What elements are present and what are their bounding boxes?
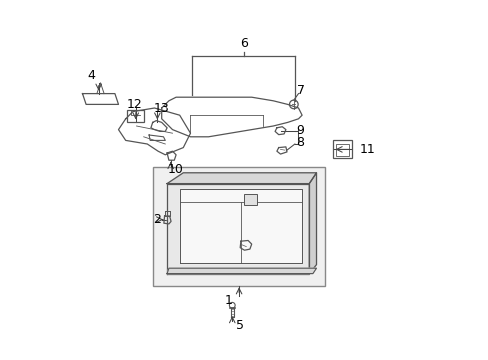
Text: 7: 7 bbox=[297, 84, 305, 96]
Polygon shape bbox=[309, 173, 316, 274]
Text: 10: 10 bbox=[167, 163, 183, 176]
Polygon shape bbox=[167, 268, 316, 274]
Bar bbox=[336, 144, 348, 156]
Text: 4: 4 bbox=[87, 69, 95, 82]
Text: 3: 3 bbox=[261, 233, 269, 246]
Text: 2: 2 bbox=[153, 213, 161, 226]
Bar bbox=[332, 140, 352, 158]
Text: 12: 12 bbox=[126, 98, 142, 111]
Text: 1: 1 bbox=[224, 294, 232, 307]
Bar bbox=[244, 194, 257, 205]
Polygon shape bbox=[167, 184, 309, 274]
Text: 6: 6 bbox=[239, 37, 247, 50]
Polygon shape bbox=[167, 173, 316, 184]
Bar bbox=[152, 167, 325, 286]
Text: 5: 5 bbox=[236, 319, 244, 332]
Text: 8: 8 bbox=[296, 136, 304, 149]
Polygon shape bbox=[179, 189, 302, 263]
Text: 13: 13 bbox=[154, 102, 169, 114]
Bar bbox=[127, 110, 143, 122]
Text: 9: 9 bbox=[296, 124, 304, 137]
Text: 11: 11 bbox=[359, 143, 375, 156]
